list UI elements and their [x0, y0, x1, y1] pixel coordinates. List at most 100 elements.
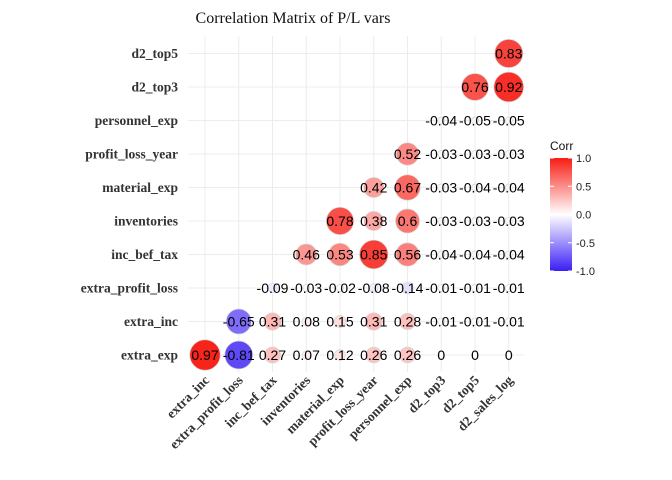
chart-title: Correlation Matrix of P/L vars	[196, 10, 391, 27]
corr-circle	[302, 284, 311, 292]
y-tick-label: extra_inc	[124, 314, 178, 329]
corr-value-label: 0.26	[360, 347, 387, 363]
corr-value-label: -0.09	[257, 280, 289, 296]
corr-value-label: 0.15	[326, 314, 353, 330]
corr-circle	[369, 283, 379, 293]
corr-circle	[504, 217, 513, 225]
y-tick-label: extra_exp	[121, 348, 178, 363]
legend-ticks: 1.0 0.5 0.0 -0.5 -1.0	[550, 153, 595, 278]
corr-circle	[401, 281, 414, 295]
corr-value-label: -0.03	[459, 146, 491, 162]
corr-value-label: -0.08	[358, 280, 390, 296]
corr-value-label: -0.01	[459, 314, 491, 330]
corr-value-label: -0.03	[425, 180, 457, 196]
corr-value-label: 0	[505, 347, 513, 363]
corr-circle	[364, 312, 383, 331]
corr-value-label: -0.03	[459, 213, 491, 229]
corr-circle	[295, 243, 318, 266]
corr-circle	[365, 346, 383, 364]
corr-circle	[471, 351, 479, 359]
y-tick-label: d2_top5	[131, 46, 178, 61]
corr-circle	[471, 116, 479, 125]
corr-value-label: -0.04	[493, 180, 525, 196]
corr-circle	[471, 250, 479, 259]
corr-value-label: -0.03	[290, 280, 322, 296]
corr-circle	[504, 250, 513, 259]
corr-value-label: 0.56	[394, 247, 421, 263]
corr-value-label: 0.46	[293, 247, 320, 263]
corr-circle	[437, 116, 446, 125]
corr-value-label: 0.12	[326, 347, 353, 363]
corr-circle	[264, 346, 281, 364]
corr-value-label: -0.04	[459, 180, 491, 196]
corr-value-label: 0.31	[360, 314, 387, 330]
corr-value-label: 0	[437, 347, 445, 363]
corr-value-label: 0.6	[398, 213, 418, 229]
corr-circle	[471, 183, 479, 192]
corr-circle	[437, 284, 446, 292]
corr-circle	[336, 284, 344, 292]
corr-circle	[334, 349, 346, 361]
corr-circle	[493, 71, 524, 103]
corr-circle	[437, 250, 446, 259]
y-tick-label: inc_bef_tax	[111, 247, 178, 262]
corr-circle	[359, 239, 389, 270]
corr-circle	[471, 317, 479, 326]
legend-title: Corr	[550, 139, 573, 153]
corr-value-label: 0.42	[360, 180, 387, 196]
corr-circle	[504, 284, 513, 292]
corr-circle	[267, 283, 278, 294]
corr-circle	[301, 316, 311, 327]
corr-circle	[504, 150, 513, 158]
corr-circle	[225, 308, 252, 335]
corr-value-label: 0.08	[293, 314, 320, 330]
corr-value-label: -0.81	[223, 347, 255, 363]
corr-circle	[263, 312, 282, 331]
y-tick-label: extra_profit_loss	[81, 281, 178, 296]
legend-tick-label: 0.0	[576, 210, 591, 222]
corr-circle	[437, 183, 446, 192]
corr-value-label: 0.38	[360, 213, 387, 229]
corr-circle	[471, 150, 479, 158]
corr-value-label: -0.02	[324, 280, 356, 296]
corr-value-label: 0.27	[259, 347, 286, 363]
corr-circle	[494, 39, 524, 68]
corr-value-label: 0.78	[326, 213, 353, 229]
corr-value-label: -0.04	[459, 247, 491, 263]
corr-value-label: 0.83	[495, 46, 522, 62]
corr-value-label: -0.03	[425, 146, 457, 162]
corr-circle	[471, 217, 479, 225]
corr-circle	[437, 351, 446, 359]
corr-circle	[333, 315, 347, 328]
corr-circle	[395, 142, 420, 166]
corr-value-label: -0.03	[425, 213, 457, 229]
corr-value-label: -0.01	[493, 280, 525, 296]
corr-circle	[395, 208, 420, 234]
corr-value-label: -0.01	[493, 314, 525, 330]
corr-value-label: -0.03	[493, 146, 525, 162]
corr-value-label: 0.31	[259, 314, 286, 330]
legend-tick-label: 1.0	[576, 153, 591, 165]
corr-circle	[363, 211, 384, 231]
corr-circle	[437, 217, 446, 225]
corr-circle	[504, 351, 513, 359]
corr-value-label: 0.52	[394, 146, 421, 162]
corr-circle	[363, 177, 385, 198]
corr-circle	[399, 346, 416, 364]
corr-circle	[461, 73, 489, 101]
corr-circle	[437, 317, 446, 326]
y-axis-labels: extra_exp extra_inc extra_profit_loss inc_b…	[81, 46, 178, 363]
x-axis-labels: extra_incextra_profit_lossinc_bef_taxinv…	[163, 372, 516, 452]
corr-value-label: -0.05	[459, 113, 491, 129]
corr-circle	[504, 317, 513, 326]
corr-value-label: -0.04	[425, 247, 457, 263]
legend-tick-label: -1.0	[576, 266, 595, 278]
corr-circle	[398, 312, 417, 331]
corr-circle	[394, 174, 421, 201]
plot-cells: 0.97 -0.81 0.27 0.07 0.12 0.26 0.26 0 0 0-0.65 0.3…	[189, 39, 525, 371]
y-tick-label: personnel_exp	[95, 113, 178, 128]
corr-value-label: 0.53	[326, 247, 353, 263]
corr-value-label: 0	[471, 347, 479, 363]
corr-value-label: 0.97	[191, 347, 218, 363]
